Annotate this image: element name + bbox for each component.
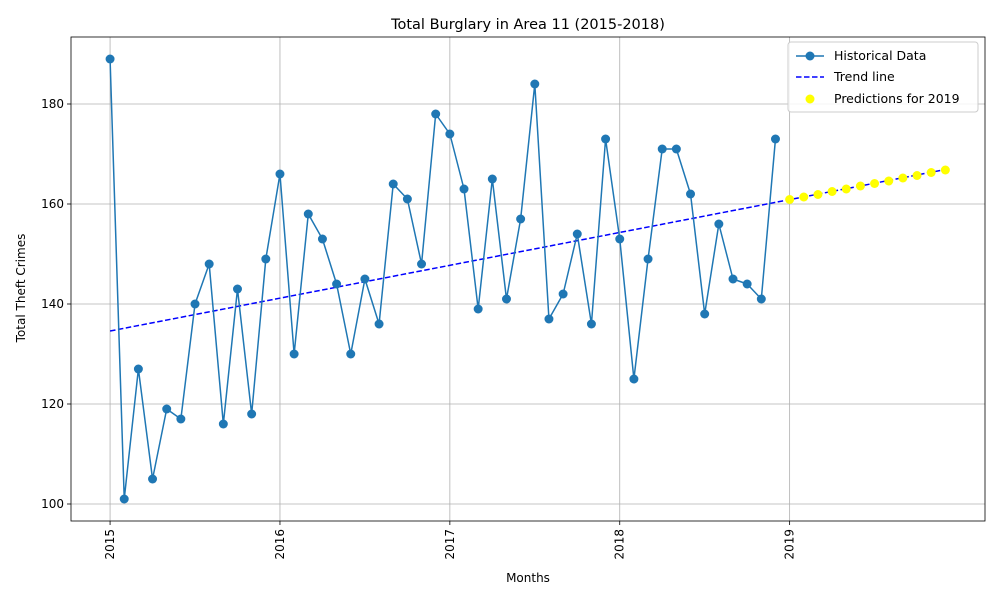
historical-series [105,54,780,504]
historical-point [459,184,469,194]
y-tick-label: 140 [41,297,64,311]
historical-point [119,494,129,504]
historical-point [431,109,441,119]
historical-point [686,189,696,199]
historical-point [558,289,568,299]
prediction-point [785,195,795,204]
historical-point [105,54,115,64]
plot-frame [70,36,986,522]
historical-point [487,174,497,184]
historical-point [572,229,582,239]
historical-point [176,414,186,424]
y-axis-ticks: 100 120 140 160 180 [41,97,71,511]
x-axis-ticks: 2015 2016 2017 2018 2019 [103,521,797,560]
historical-point [742,279,752,289]
x-axis-title: Months [506,571,550,585]
legend-historical-marker [805,51,815,61]
historical-point [756,294,766,304]
y-tick-label: 180 [41,97,64,111]
historical-point [190,299,200,309]
y-tick-label: 160 [41,197,64,211]
y-axis-title: Total Theft Crimes [14,234,28,344]
historical-point [728,274,738,284]
y-tick-label: 100 [41,497,64,511]
historical-point [360,274,370,284]
prediction-point [799,192,809,202]
historical-point [615,234,625,244]
historical-point [671,144,681,154]
historical-point [162,404,172,414]
historical-point [204,259,214,269]
historical-point [247,409,257,419]
historical-point [601,134,611,144]
historical-point [289,349,299,359]
x-tick-label: 2019 [783,529,797,560]
historical-point [332,279,342,289]
legend: Historical Data Trend line Predictions f… [787,41,979,113]
historical-point [700,309,710,319]
x-tick-label: 2018 [613,529,627,560]
historical-point [261,254,271,264]
chart-title: Total Burglary in Area 11 (2015-2018) [390,17,665,33]
historical-point [657,144,667,154]
prediction-point [870,179,880,188]
prediction-point [813,190,823,199]
x-tick-label: 2016 [273,529,287,560]
historical-point [402,194,412,204]
legend-predictions-marker [805,94,815,104]
historical-point [346,349,356,359]
historical-point [501,294,511,304]
historical-point [317,234,327,244]
historical-point [232,284,242,294]
historical-point [629,374,639,384]
x-tick-label: 2015 [103,529,117,560]
historical-point [473,304,483,314]
historical-point [530,79,540,89]
legend-box [787,41,979,113]
historical-point [586,319,596,329]
prediction-point [926,168,936,177]
prediction-point [827,187,837,196]
x-tick-label: 2017 [443,529,457,560]
historical-point [417,259,427,269]
historical-point [516,214,526,224]
historical-point [374,319,384,329]
historical-point [303,209,313,219]
prediction-point [912,171,922,180]
historical-point [275,169,285,179]
historical-point [148,474,158,484]
historical-point [133,364,143,374]
legend-trend-label: Trend line [833,69,895,84]
prediction-point [940,165,950,175]
historical-point [770,134,780,144]
y-tick-label: 120 [41,397,64,411]
legend-historical-label: Historical Data [834,48,926,63]
historical-point [445,129,455,139]
legend-predictions-label: Predictions for 2019 [834,91,960,106]
prediction-series [785,165,950,204]
historical-point [388,179,398,189]
prediction-point [841,184,851,194]
prediction-point [898,173,908,183]
historical-point [643,254,653,264]
historical-point [714,219,724,229]
prediction-point [855,181,865,191]
prediction-point [884,176,894,186]
historical-point [218,419,228,429]
historical-point [544,314,554,324]
